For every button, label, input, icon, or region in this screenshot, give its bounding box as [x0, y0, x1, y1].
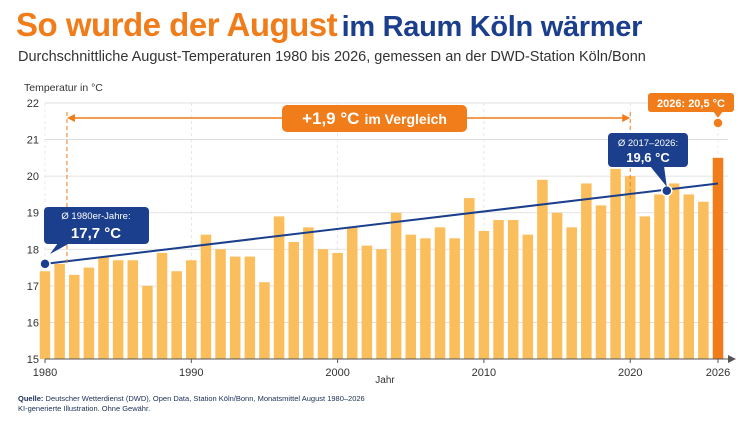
comparison-suffix: im Vergleich: [364, 111, 446, 127]
box-1980s-label: Ø 1980er-Jahre:: [61, 211, 130, 222]
bar: [303, 227, 314, 359]
y-tick-label: 22: [27, 98, 39, 110]
bar: [683, 194, 695, 359]
title-part-orange: So wurde der August: [16, 6, 338, 43]
box-2026-pointer: [713, 111, 723, 118]
bar: [464, 198, 475, 359]
y-tick-label: 15: [27, 354, 39, 366]
bar: [288, 241, 299, 359]
marker-2017-2026: [661, 185, 673, 197]
comparison-arrowhead-left: [66, 114, 75, 122]
bar: [405, 234, 417, 359]
bar: [229, 256, 241, 359]
bar: [493, 220, 504, 359]
bar: [346, 227, 358, 359]
chart-subtitle: Durchschnittliche August-Temperaturen 19…: [18, 49, 646, 65]
bar: [537, 179, 548, 359]
bar: [98, 256, 109, 359]
marker-2026: [712, 117, 724, 129]
x-axis-arrow: [728, 355, 736, 363]
source-label: Quelle:: [18, 394, 44, 403]
source-text: Deutscher Wetterdienst (DWD), Open Data,…: [45, 394, 365, 403]
bar: [215, 249, 226, 359]
bar-highlight: [712, 157, 724, 359]
box-1980s: [44, 207, 149, 244]
bar: [420, 238, 431, 359]
bar: [317, 249, 329, 359]
title-part-blue: im Raum Köln wärmer: [341, 11, 643, 43]
source-note: Quelle: Deutscher Wetterdienst (DWD), Op…: [18, 394, 365, 414]
bar: [142, 285, 153, 359]
comparison-value: +1,9 °C: [302, 109, 359, 128]
bar: [112, 260, 124, 359]
comparison-badge: [282, 105, 467, 132]
bar: [434, 227, 446, 359]
bar: [200, 234, 212, 359]
bar: [376, 249, 387, 359]
bar: [259, 282, 270, 359]
bar: [522, 234, 534, 359]
box-1980s-value: 17,7 °C: [71, 225, 121, 242]
y-tick-label: 17: [27, 281, 39, 293]
bar: [54, 263, 65, 359]
comparison-arrowhead-right: [622, 114, 631, 122]
bar: [610, 168, 621, 359]
bar: [332, 252, 343, 359]
bar: [68, 274, 80, 359]
bar: [156, 252, 168, 359]
bar: [566, 227, 577, 359]
bar: [449, 238, 460, 359]
y-tick-label: 18: [27, 244, 39, 256]
bar: [551, 212, 563, 359]
x-tick-label: 2010: [472, 367, 496, 379]
bar: [127, 260, 139, 359]
bar: [273, 216, 285, 359]
y-tick-label: 20: [27, 171, 39, 183]
x-tick-label: 1980: [33, 367, 57, 379]
bar: [624, 176, 636, 359]
x-tick-label: 2026: [706, 367, 730, 379]
bar: [595, 205, 607, 359]
bar: [639, 216, 651, 359]
y-tick-label: 16: [27, 317, 39, 329]
box-2017-value: 19,6 °C: [626, 150, 670, 165]
x-tick-label: 2000: [325, 367, 349, 379]
x-tick-label: 1990: [179, 367, 203, 379]
x-axis-label: Jahr: [375, 375, 395, 386]
bar: [186, 260, 197, 359]
trend-line: [44, 182, 719, 265]
box-2026-label: 2026: 20,5 °C: [657, 98, 725, 110]
box-2017-2026: [608, 133, 688, 167]
bar: [668, 183, 680, 359]
bar: [39, 271, 51, 359]
box-2026: [648, 93, 734, 112]
box-2017-label: Ø 2017–2026:: [618, 138, 678, 149]
marker-1980s: [39, 258, 51, 270]
bar: [654, 194, 665, 359]
bar: [507, 220, 519, 359]
bar: [244, 256, 256, 359]
disclaimer-text: KI-generierte Illustration. Ohne Gewähr.: [18, 404, 151, 413]
bar: [581, 183, 592, 359]
box-1980s-pointer: [50, 243, 70, 254]
box-2017-pointer: [650, 166, 667, 187]
bar: [390, 212, 402, 359]
bar: [478, 231, 490, 359]
comparison-text: +1,9 °C im Vergleich: [302, 109, 447, 128]
y-axis-label: Temperatur in °C: [24, 82, 103, 94]
bar: [698, 201, 709, 359]
bar: [83, 267, 95, 359]
bar: [171, 271, 182, 359]
bar: [361, 245, 373, 359]
chart-title: So wurde der August im Raum Köln wärmer: [16, 6, 642, 44]
y-tick-label: 21: [27, 135, 39, 147]
x-tick-label: 2020: [618, 367, 642, 379]
y-tick-label: 19: [27, 208, 39, 220]
